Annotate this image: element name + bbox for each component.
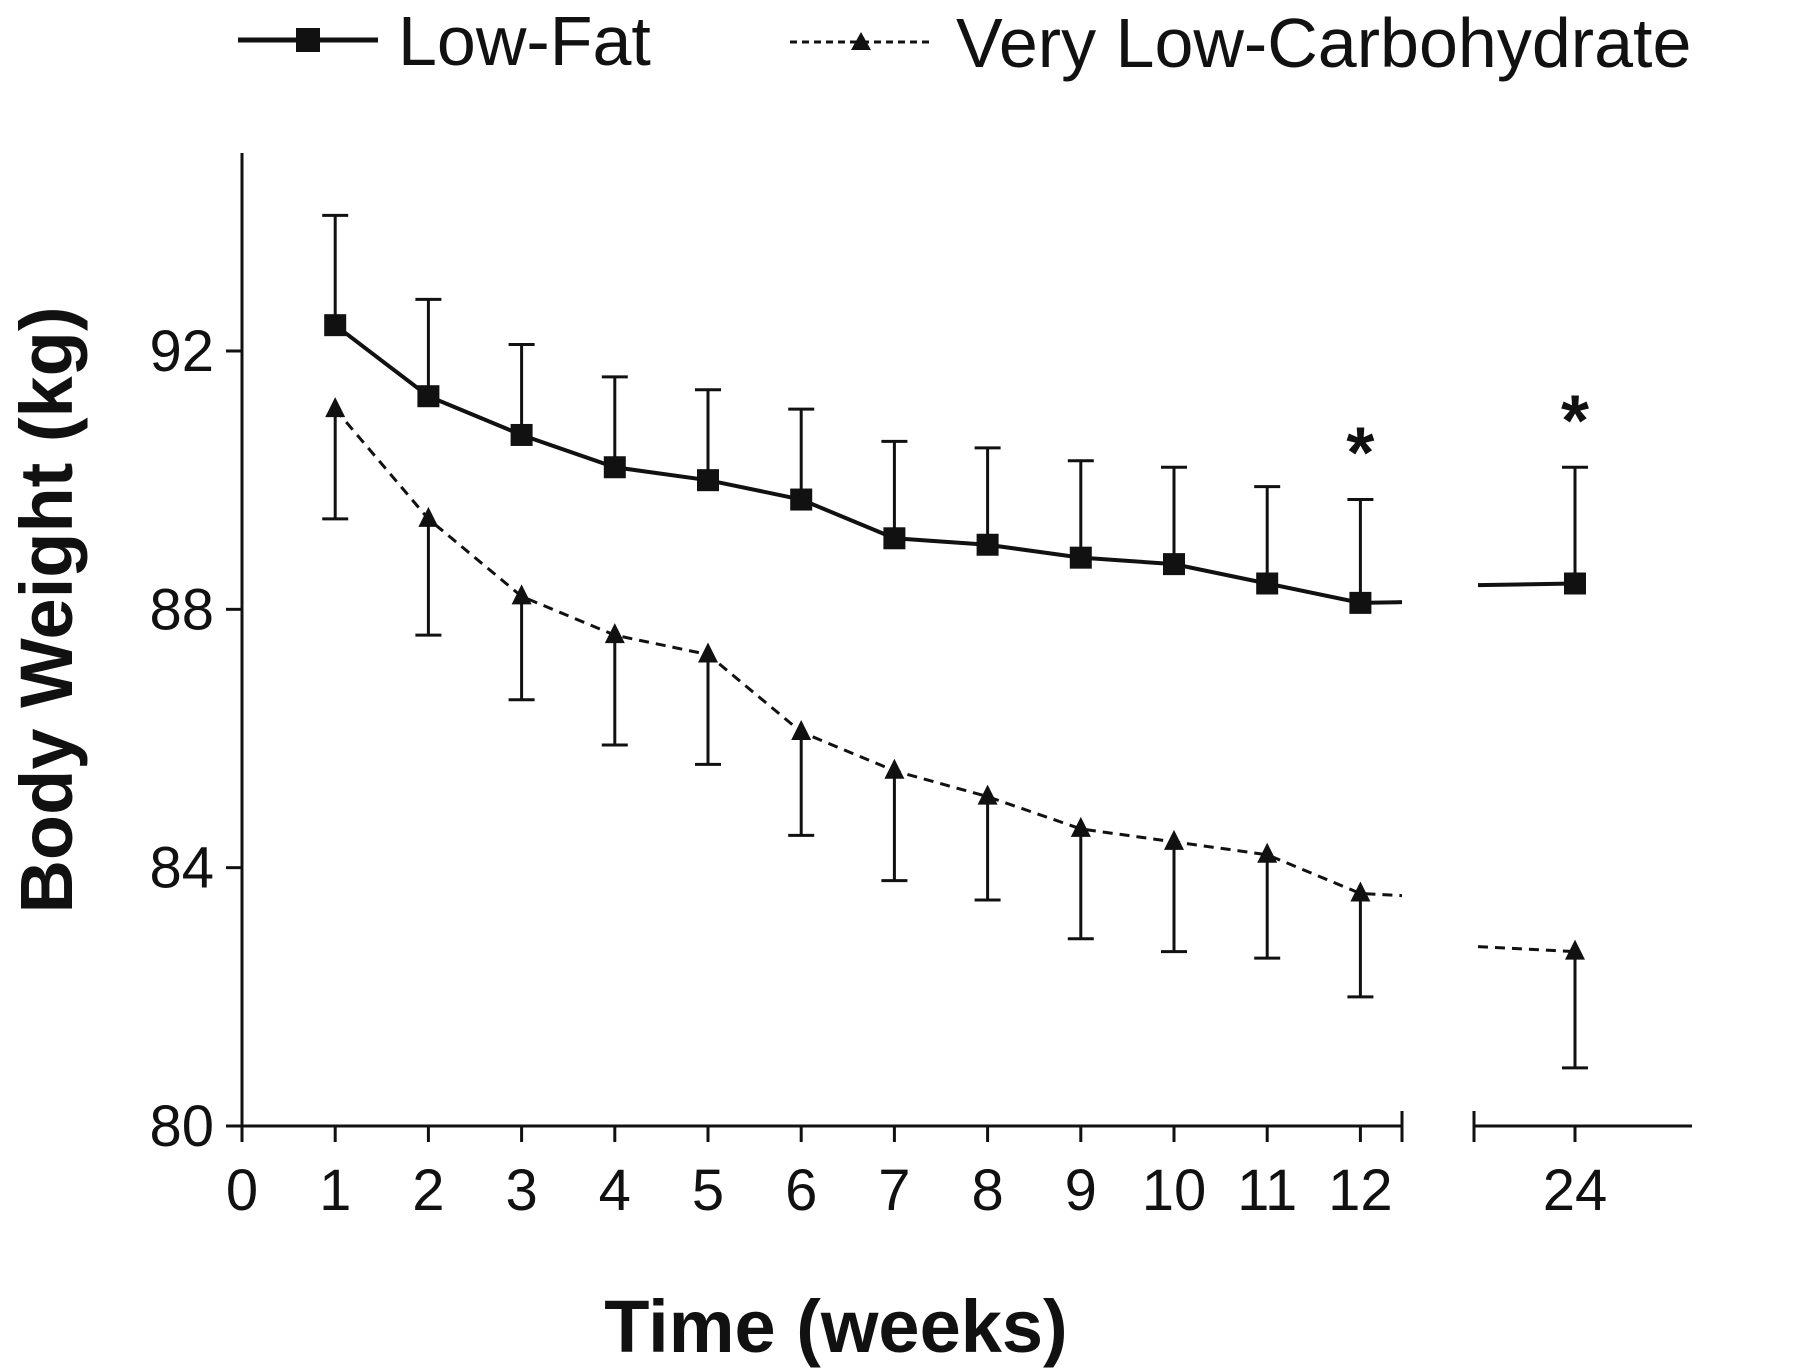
legend-vlc-label: Very Low-Carbohydrate <box>956 4 1691 82</box>
point-vlc-week-12 <box>1350 881 1371 902</box>
point-vlc-week-5 <box>698 642 718 663</box>
point-vlc-week-1 <box>325 397 346 418</box>
point-vlc-week-8 <box>977 784 998 805</box>
y-axis-title: Body Weight (kg) <box>5 306 88 913</box>
legend-low-fat-marker <box>296 28 320 52</box>
point-low-fat-week-10 <box>1163 553 1185 576</box>
series-low-fat <box>322 213 1588 614</box>
y-tick-label-92: 92 <box>149 319 214 384</box>
annotations: * * <box>1346 381 1589 493</box>
legend: Low-Fat Very Low-Carbohydrate <box>238 2 1691 82</box>
point-low-fat-week-5 <box>697 469 719 492</box>
x-tick-label-1: 1 <box>319 1158 351 1223</box>
x-tick-label-11: 11 <box>1237 1158 1297 1223</box>
series-layer <box>322 213 1588 1070</box>
x-tick-label-12: 12 <box>1328 1158 1393 1223</box>
point-low-fat-week-24 <box>1564 572 1586 595</box>
x-tick-label-24: 24 <box>1543 1158 1608 1223</box>
point-low-fat-week-11 <box>1256 572 1279 595</box>
x-tick-label-6: 6 <box>785 1158 817 1223</box>
series-very-low-carbohydrate <box>322 397 1588 1070</box>
significance-marker-week-12: * <box>1346 414 1374 494</box>
point-low-fat-week-12 <box>1349 591 1372 614</box>
point-vlc-week-11 <box>1257 842 1278 863</box>
x-axis-title: Time (weeks) <box>604 1285 1067 1368</box>
axes <box>240 153 1692 1142</box>
series-line <box>333 323 1403 605</box>
x-tick-label-4: 4 <box>599 1158 631 1223</box>
point-vlc-week-7 <box>884 758 905 779</box>
legend-low-fat-label: Low-Fat <box>398 2 651 80</box>
point-vlc-week-3 <box>511 584 532 605</box>
series-line <box>334 408 1403 898</box>
point-low-fat-week-4 <box>603 456 626 479</box>
x-tick-label-2: 2 <box>412 1158 444 1223</box>
x-tick-label-9: 9 <box>1065 1158 1097 1223</box>
x-tick-label-0: 0 <box>226 1158 258 1223</box>
y-tick-label-88: 88 <box>149 577 214 642</box>
point-vlc-week-10 <box>1164 829 1184 850</box>
point-vlc-week-4 <box>604 623 625 644</box>
point-low-fat-week-9 <box>1069 546 1092 569</box>
point-low-fat-week-2 <box>417 385 440 408</box>
x-tick-label-3: 3 <box>505 1158 537 1223</box>
x-tick-label-7: 7 <box>878 1158 910 1223</box>
series-line-24 <box>1477 945 1576 954</box>
point-low-fat-week-8 <box>976 533 999 556</box>
legend-vlc-marker <box>851 32 871 50</box>
point-vlc-week-2 <box>418 506 439 527</box>
point-vlc-week-24 <box>1565 939 1585 960</box>
point-vlc-week-9 <box>1070 816 1091 837</box>
point-low-fat-week-3 <box>510 423 533 446</box>
point-low-fat-week-1 <box>324 314 347 337</box>
point-vlc-week-6 <box>791 720 812 741</box>
y-tick-label-80: 80 <box>149 1094 214 1159</box>
series-line-24 <box>1477 581 1576 588</box>
point-low-fat-week-7 <box>883 527 906 550</box>
y-tick-label-84: 84 <box>149 836 214 901</box>
x-tick-label-8: 8 <box>971 1158 1003 1223</box>
significance-marker-week-24: * <box>1561 381 1589 461</box>
x-tick-label-5: 5 <box>692 1158 724 1223</box>
point-low-fat-week-6 <box>790 488 813 511</box>
x-tick-label-10: 10 <box>1142 1158 1207 1223</box>
